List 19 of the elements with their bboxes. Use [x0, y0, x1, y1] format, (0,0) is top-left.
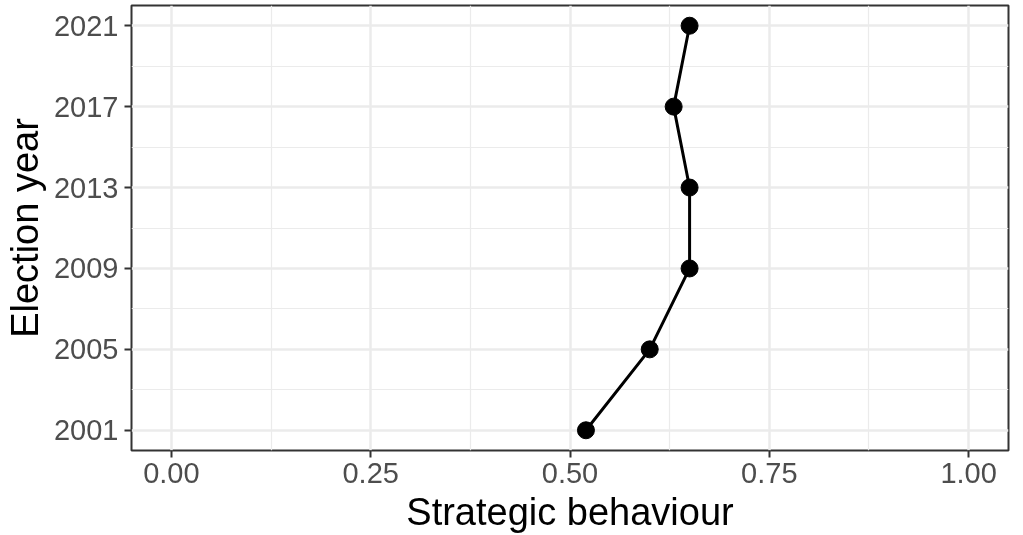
- x-tick-label: 0.75: [741, 456, 798, 489]
- y-tick-label: 2021: [53, 9, 119, 42]
- point: [680, 16, 699, 35]
- x-tick-label: 0.50: [541, 456, 599, 489]
- point: [664, 97, 683, 116]
- y-tick-label: 2009: [53, 252, 119, 285]
- point: [576, 421, 595, 440]
- point: [680, 259, 699, 278]
- y-tick-label: 2001: [53, 414, 119, 447]
- y-tick-label: 2017: [53, 90, 119, 123]
- y-axis-title: Election year: [3, 117, 46, 338]
- point: [640, 340, 659, 359]
- y-tick-label: 2005: [53, 333, 119, 366]
- x-tick-label: 0.00: [143, 456, 200, 489]
- x-axis-title: Strategic behaviour: [406, 490, 735, 533]
- x-tick-label: 1.00: [940, 456, 997, 489]
- y-tick-label: 2013: [53, 171, 119, 204]
- x-tick-label: 0.25: [342, 456, 399, 489]
- point: [680, 178, 699, 197]
